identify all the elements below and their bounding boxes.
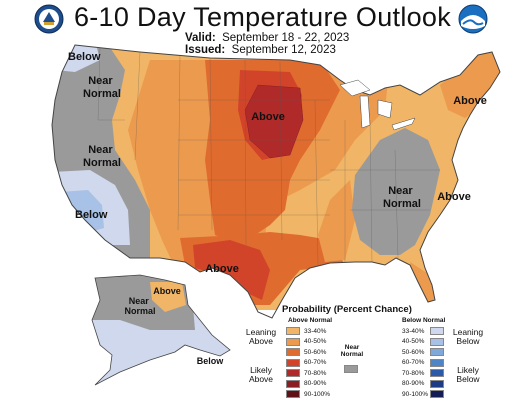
alaska-above <box>150 282 186 312</box>
legend-below-swatch <box>430 337 444 346</box>
label-near-normal-alaska: Near Normal <box>124 296 155 316</box>
legend-leaning-above: Leaning Above <box>242 328 280 346</box>
legend-above-swatch <box>286 358 300 367</box>
legend-below-range: 33-40% <box>402 327 425 335</box>
legend-below-swatch <box>430 358 444 367</box>
legend-above-swatch <box>286 369 300 377</box>
likely-below-l2: Below <box>456 374 480 384</box>
legend-below-swatch <box>430 379 444 388</box>
near-header-l1: Near <box>344 344 360 351</box>
legend-above-swatch <box>286 327 300 335</box>
legend-below-range: 90-100% <box>402 390 429 398</box>
legend-above-range: 70-80% <box>304 369 327 377</box>
legend-title: Probability (Percent Chance) <box>282 304 412 315</box>
issued-label: Issued: <box>185 44 226 56</box>
label-above-north: Above <box>251 111 285 123</box>
region-below-sw <box>60 190 104 232</box>
conus-outline <box>51 44 501 319</box>
likely-above-l1: Likely <box>250 365 272 375</box>
region-above-ne <box>440 48 500 118</box>
legend-above-header: Above Normal <box>288 317 333 324</box>
legend-above-swatch <box>286 348 300 356</box>
lake-michigan <box>359 95 371 129</box>
alaska-outline <box>91 274 231 386</box>
near-header-l2: Normal <box>340 351 364 358</box>
near-normal-west-l2: Normal <box>83 157 121 169</box>
lake-superior <box>339 79 371 97</box>
legend-below-swatch <box>430 348 444 356</box>
label-above-south: Above <box>205 263 239 275</box>
page-title: 6-10 Day Temperature Outlook <box>73 2 452 32</box>
legend-likely-above: Likely Above <box>242 366 280 384</box>
issued-value: September 12, 2023 <box>231 44 336 56</box>
legend-above-range: 80-90% <box>304 380 327 387</box>
label-above-se: Above <box>437 191 471 203</box>
label-above-alaska: Above <box>153 286 181 296</box>
near-normal-west-l1: Near <box>88 144 113 156</box>
legend-above-range: 40-50% <box>304 338 327 345</box>
legend-above-range: 33-40% <box>304 327 327 335</box>
leaning-above-l2: Above <box>248 336 274 346</box>
region-above-40-50-se <box>318 180 355 262</box>
near-normal-east-l1: Near <box>388 185 413 197</box>
legend-below-range: 60-70% <box>402 359 425 366</box>
leaning-below-l2: Below <box>456 336 480 346</box>
valid-line: Valid: September 18 - 22, 2023 <box>185 32 349 44</box>
label-below-sw: Below <box>75 209 108 221</box>
legend-below-header: Below Normal <box>402 317 446 324</box>
label-below-nw: Below <box>68 51 101 63</box>
legend-above-swatch <box>286 390 300 398</box>
legend-below-range: 40-50% <box>402 338 425 345</box>
label-near-normal-east: Near Normal <box>383 185 421 210</box>
legend-near-normal-header: Near Normal <box>338 344 366 358</box>
probability-legend: Probability (Percent Chance) Above Norma… <box>242 300 522 402</box>
valid-value: September 18 - 22, 2023 <box>222 32 350 44</box>
likely-above-l2: Above <box>248 374 274 384</box>
leaning-above-l1: Leaning <box>245 327 277 337</box>
noaa-logo-icon <box>458 4 488 34</box>
legend-above-range: 60-70% <box>304 359 327 366</box>
region-above-60-70-south <box>193 240 270 300</box>
legend-leaning-below: Leaning Below <box>448 328 488 346</box>
lake-erie <box>391 117 416 131</box>
legend-below-swatch <box>430 390 444 398</box>
lake-huron <box>377 99 393 119</box>
legend-below-range: 50-60% <box>402 348 425 356</box>
near-normal-alaska-l2: Normal <box>124 306 155 316</box>
state-boundaries <box>97 47 440 266</box>
near-normal-nw-l1: Near <box>88 75 113 87</box>
conus-regions <box>52 45 500 310</box>
legend-below-swatch <box>430 327 444 335</box>
likely-below-l1: Likely <box>457 365 479 375</box>
label-above-ne: Above <box>453 95 487 107</box>
region-above-70-80-north <box>244 84 304 159</box>
legend-above-swatch <box>286 379 300 388</box>
date-info: Valid: September 18 - 22, 2023 Issued: S… <box>185 32 349 56</box>
legend-below-range: 80-90% <box>402 380 425 387</box>
label-near-normal-nw: Near Normal <box>83 75 121 100</box>
noaa-commerce-seal-icon <box>34 4 64 34</box>
leaning-below-l1: Leaning <box>452 327 484 337</box>
legend-above-swatch <box>286 337 300 346</box>
near-normal-nw-l2: Normal <box>83 88 121 100</box>
near-normal-alaska-l1: Near <box>129 296 150 306</box>
label-near-normal-west: Near Normal <box>83 144 121 169</box>
legend-above-range: 50-60% <box>304 348 327 356</box>
legend-likely-below: Likely Below <box>448 366 488 384</box>
legend-above-range: 90-100% <box>304 390 331 398</box>
legend-near-swatch <box>344 365 358 373</box>
legend-below-swatch <box>430 369 444 377</box>
label-below-alaska: Below <box>197 356 225 366</box>
legend-below-range: 70-80% <box>402 369 425 377</box>
valid-label: Valid: <box>185 32 216 44</box>
near-normal-east-l2: Normal <box>383 198 421 210</box>
issued-line: Issued: September 12, 2023 <box>185 44 349 56</box>
